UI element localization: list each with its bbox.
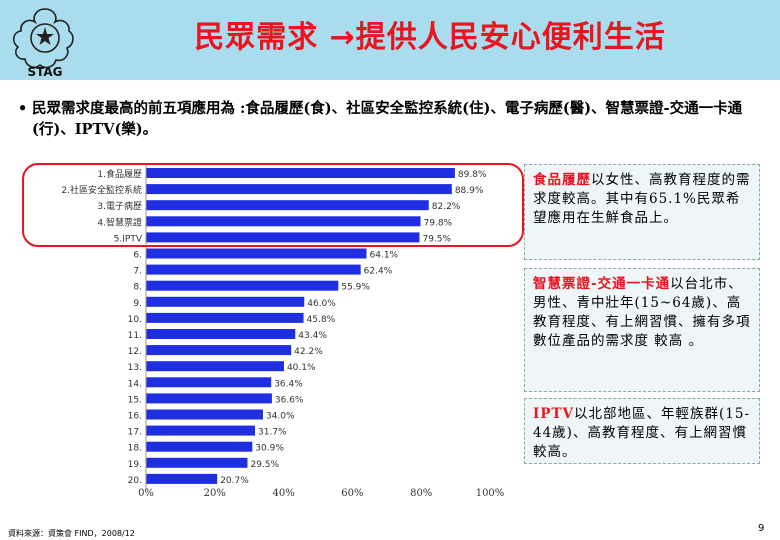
title-part2: 提供人民安心便利生活 (355, 20, 666, 55)
x-tick-label: 80% (410, 488, 432, 499)
value-label: 36.6% (275, 395, 304, 405)
value-label: 89.8% (458, 170, 487, 180)
category-label: 14. (128, 379, 142, 389)
bar-chart: 1.食品履歷 89.8% 2.社區安全監控系統 88.9% 3.電子病歷 82.2% 4.智… (61, 164, 505, 499)
bar (146, 457, 248, 468)
value-label: 55.9% (341, 283, 370, 293)
category-label: 10. (128, 315, 142, 325)
source-note: 資料來源：資策會 FIND，2008/12 (8, 529, 135, 538)
bar (146, 280, 339, 291)
panel-food-traceability: 食品履歷以女性、高教育程度的需求度較高。其中有65.1%民眾希望應用在生鮮食品上… (524, 164, 760, 260)
bar (146, 200, 429, 211)
category-label: 17. (128, 428, 142, 438)
value-label: 62.4% (364, 267, 393, 277)
category-label: 16. (128, 412, 142, 422)
value-label: 79.5% (422, 234, 451, 244)
bullet-icon: • (18, 100, 28, 117)
category-label: 8. (133, 283, 142, 293)
bar (146, 184, 452, 195)
value-label: 45.8% (307, 315, 336, 325)
category-label: 9. (133, 299, 142, 309)
value-label: 34.0% (266, 412, 295, 422)
value-label: 36.4% (274, 379, 303, 389)
bar (146, 296, 305, 307)
bar (146, 312, 304, 323)
bar (146, 425, 256, 436)
value-label: 42.2% (294, 347, 323, 357)
bar (146, 361, 284, 372)
value-label: 30.9% (255, 444, 284, 454)
slide-header: STAG 民眾需求 →提供人民安心便利生活 (0, 0, 780, 80)
panel-2-highlight: 智慧票證-交通一卡通 (533, 276, 671, 292)
category-label: 12. (128, 347, 142, 357)
intro-text: • 民眾需求度最高的前五項應用為 :食品履歷(食)、社區安全監控系統(住)、電子… (18, 98, 748, 140)
bar (146, 216, 421, 227)
panel-smart-ticket: 智慧票證-交通一卡通以台北市、男性、青中壯年(15~64歲)、高教育程度、有上網… (524, 268, 760, 392)
title-part1: 民眾需求 (194, 20, 319, 55)
intro-content: 民眾需求度最高的前五項應用為 :食品履歷(食)、社區安全監控系統(住)、電子病歷… (32, 100, 743, 138)
value-label: 64.1% (370, 251, 399, 261)
bar (146, 168, 455, 178)
slide-title: 民眾需求 →提供人民安心便利生活 (80, 12, 780, 56)
value-label: 88.9% (455, 186, 484, 196)
x-tick-label: 100% (476, 488, 505, 499)
logo-text: STAG (27, 65, 62, 78)
arrow-icon: → (329, 20, 356, 55)
bar (146, 345, 292, 356)
stag-logo-icon: STAG (12, 8, 74, 78)
category-label: 19. (128, 460, 142, 470)
category-label: 7. (133, 267, 142, 277)
bar (146, 393, 272, 404)
category-label: 15. (128, 395, 142, 405)
category-label: 11. (128, 331, 142, 341)
category-label: 5.IPTV (114, 234, 143, 244)
x-tick-label: 20% (204, 488, 226, 499)
x-tick-label: 40% (272, 488, 294, 499)
panel-3-highlight: IPTV (533, 406, 574, 422)
value-label: 20.7% (220, 476, 249, 486)
bar (146, 441, 253, 452)
x-tick-label: 0% (138, 488, 154, 499)
bar (146, 473, 218, 484)
top-five-highlight-box (22, 163, 524, 247)
category-label: 20. (128, 476, 142, 486)
value-label: 29.5% (250, 460, 279, 470)
category-label: 1.食品履歷 (97, 168, 142, 180)
panel-1-text: 以女性、高教育程度的需求度較高。其中有65.1%民眾希望應用在生鮮食品上。 (533, 172, 751, 226)
category-label: 4.智慧票證 (97, 216, 142, 228)
bar (146, 232, 420, 243)
bar (146, 377, 272, 388)
category-label: 18. (128, 444, 142, 454)
category-label: 3.電子病歷 (97, 200, 142, 212)
bar (146, 264, 361, 275)
category-label: 6. (133, 251, 142, 261)
value-label: 40.1% (287, 363, 316, 373)
value-label: 31.7% (258, 428, 287, 438)
page-number: 9 (758, 523, 765, 534)
value-label: 79.8% (424, 218, 453, 228)
category-label: 2.社區安全監控系統 (61, 184, 142, 196)
panel-iptv: IPTV以北部地區、年輕族群(15-44歲)、高教育程度、有上網習慣較高。 (524, 398, 760, 464)
x-tick-label: 60% (341, 488, 363, 499)
panel-2-text: 以台北市、男性、青中壯年(15~64歲)、高教育程度、有上網習慣、擁有多項數位產… (533, 276, 751, 349)
bar (146, 329, 296, 339)
category-label: 13. (128, 363, 142, 373)
panel-3-text: 以北部地區、年輕族群(15-44歲)、高教育程度、有上網習慣較高。 (533, 406, 751, 460)
bar (146, 409, 263, 420)
value-label: 43.4% (298, 331, 327, 341)
panel-1-highlight: 食品履歷 (533, 172, 591, 188)
value-label: 46.0% (307, 299, 336, 309)
bar (146, 248, 367, 259)
value-label: 82.2% (432, 202, 461, 212)
